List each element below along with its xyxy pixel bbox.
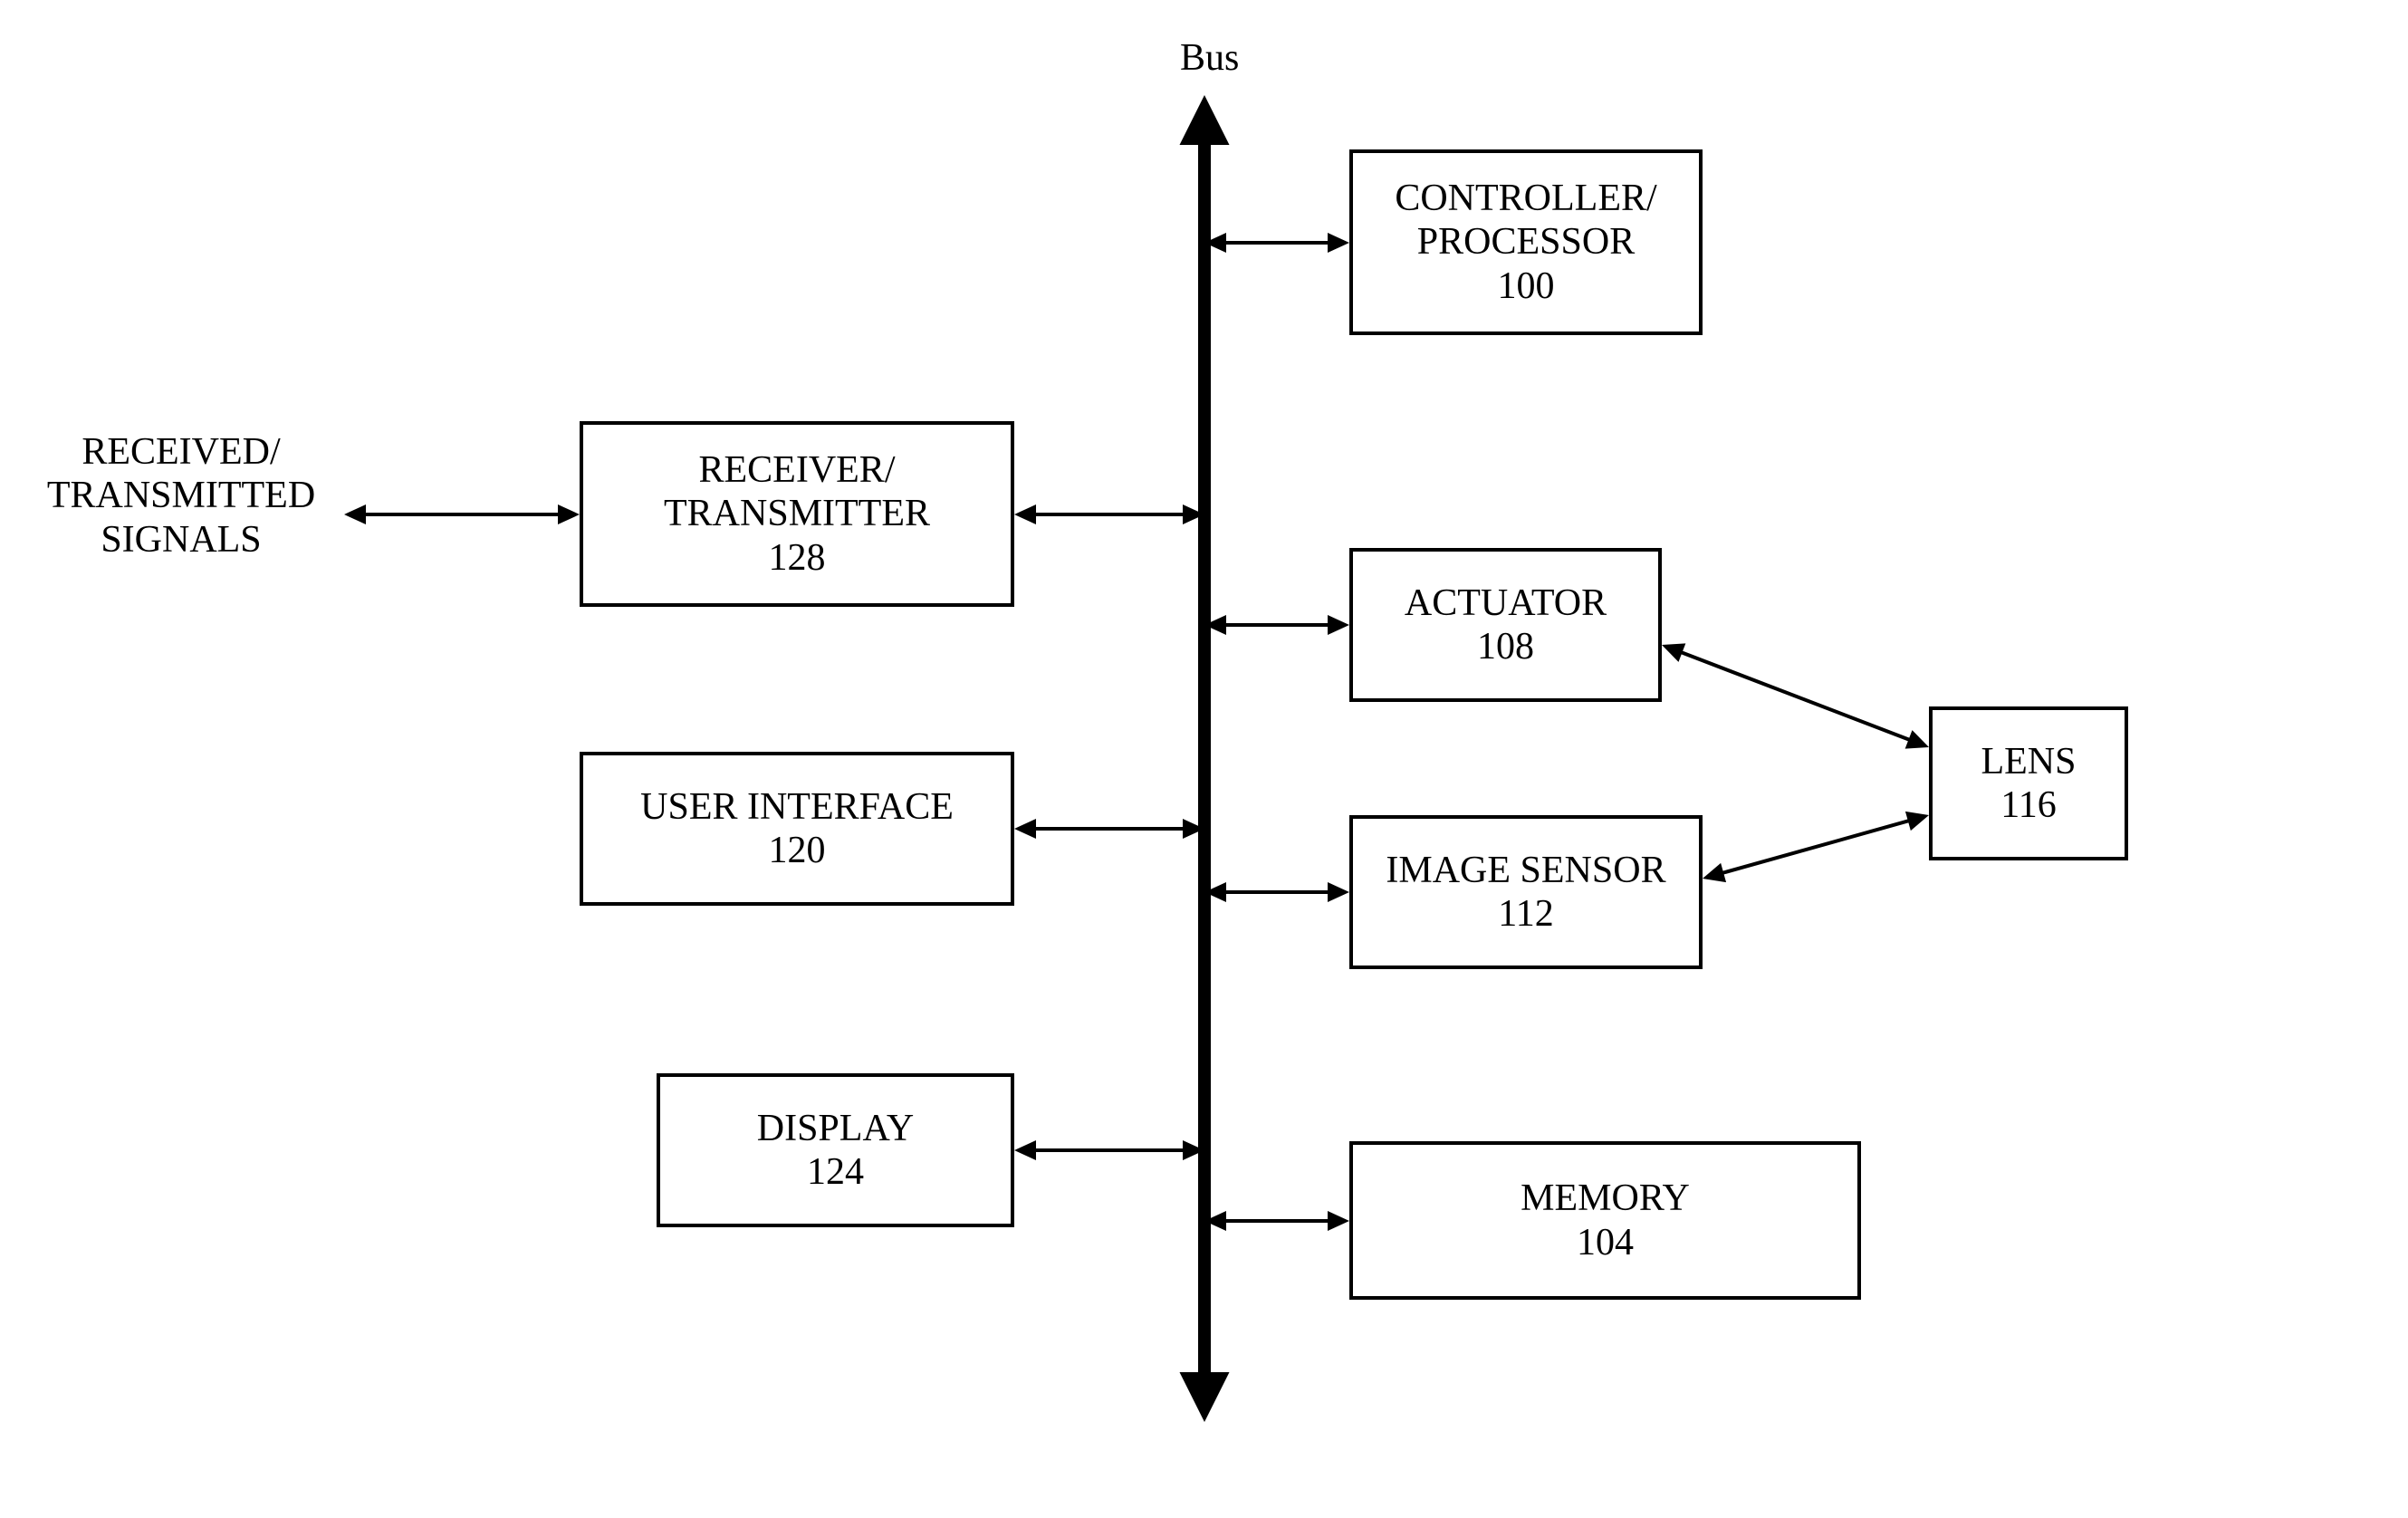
- node-controller-line-2: 100: [1498, 264, 1555, 308]
- connector-bus-image: [1204, 882, 1349, 902]
- connector-actuator-lens: [1662, 643, 1929, 748]
- node-memory: MEMORY104: [1349, 1141, 1861, 1300]
- node-user-interface-line-1: 120: [769, 829, 826, 872]
- node-lens-line-0: LENS: [1981, 740, 2077, 783]
- label-signals-label: RECEIVED/TRANSMITTEDSIGNALS: [36, 430, 326, 562]
- block-diagram: Bus CONTROLLER/PROCESSOR100 RECEIVER/TRANS…: [0, 0, 2408, 1518]
- node-actuator-line-1: 108: [1477, 625, 1534, 668]
- node-display-line-1: 124: [807, 1150, 864, 1194]
- connector-signals-receiver: [344, 504, 580, 524]
- node-user-interface: USER INTERFACE120: [580, 752, 1014, 906]
- node-controller-line-0: CONTROLLER/: [1395, 177, 1656, 220]
- connector-bus-ui: [1014, 819, 1204, 839]
- node-actuator-line-0: ACTUATOR: [1405, 581, 1607, 625]
- node-memory-line-0: MEMORY: [1521, 1177, 1690, 1220]
- node-receiver-line-0: RECEIVER/: [699, 448, 896, 492]
- bus-label: Bus: [1180, 36, 1239, 80]
- node-image-sensor-line-1: 112: [1498, 892, 1553, 936]
- node-lens-line-1: 116: [2000, 783, 2056, 827]
- connector-bus-display: [1014, 1140, 1204, 1160]
- connector-bus-memory: [1204, 1211, 1349, 1231]
- node-user-interface-line-0: USER INTERFACE: [640, 785, 954, 829]
- node-receiver-line-2: 128: [769, 536, 826, 580]
- node-image-sensor-line-0: IMAGE SENSOR: [1386, 849, 1665, 892]
- node-display: DISPLAY124: [657, 1073, 1014, 1227]
- node-image-sensor: IMAGE SENSOR112: [1349, 815, 1703, 969]
- node-controller: CONTROLLER/PROCESSOR100: [1349, 149, 1703, 335]
- label-signals-label-line-0: RECEIVED/: [36, 430, 326, 474]
- node-receiver: RECEIVER/TRANSMITTER128: [580, 421, 1014, 607]
- connector-image-lens: [1703, 812, 1929, 882]
- label-signals-label-line-2: SIGNALS: [36, 518, 326, 562]
- node-memory-line-1: 104: [1577, 1221, 1634, 1264]
- label-signals-label-line-1: TRANSMITTED: [36, 474, 326, 517]
- connector-bus-actuator: [1204, 615, 1349, 635]
- connector-bus-receiver: [1014, 504, 1204, 524]
- bus-line: [1180, 95, 1230, 1422]
- node-receiver-line-1: TRANSMITTER: [664, 492, 930, 535]
- node-display-line-0: DISPLAY: [757, 1107, 915, 1150]
- connector-bus-controller: [1204, 233, 1349, 253]
- node-lens: LENS116: [1929, 706, 2128, 860]
- node-actuator: ACTUATOR108: [1349, 548, 1662, 702]
- node-controller-line-1: PROCESSOR: [1417, 220, 1635, 264]
